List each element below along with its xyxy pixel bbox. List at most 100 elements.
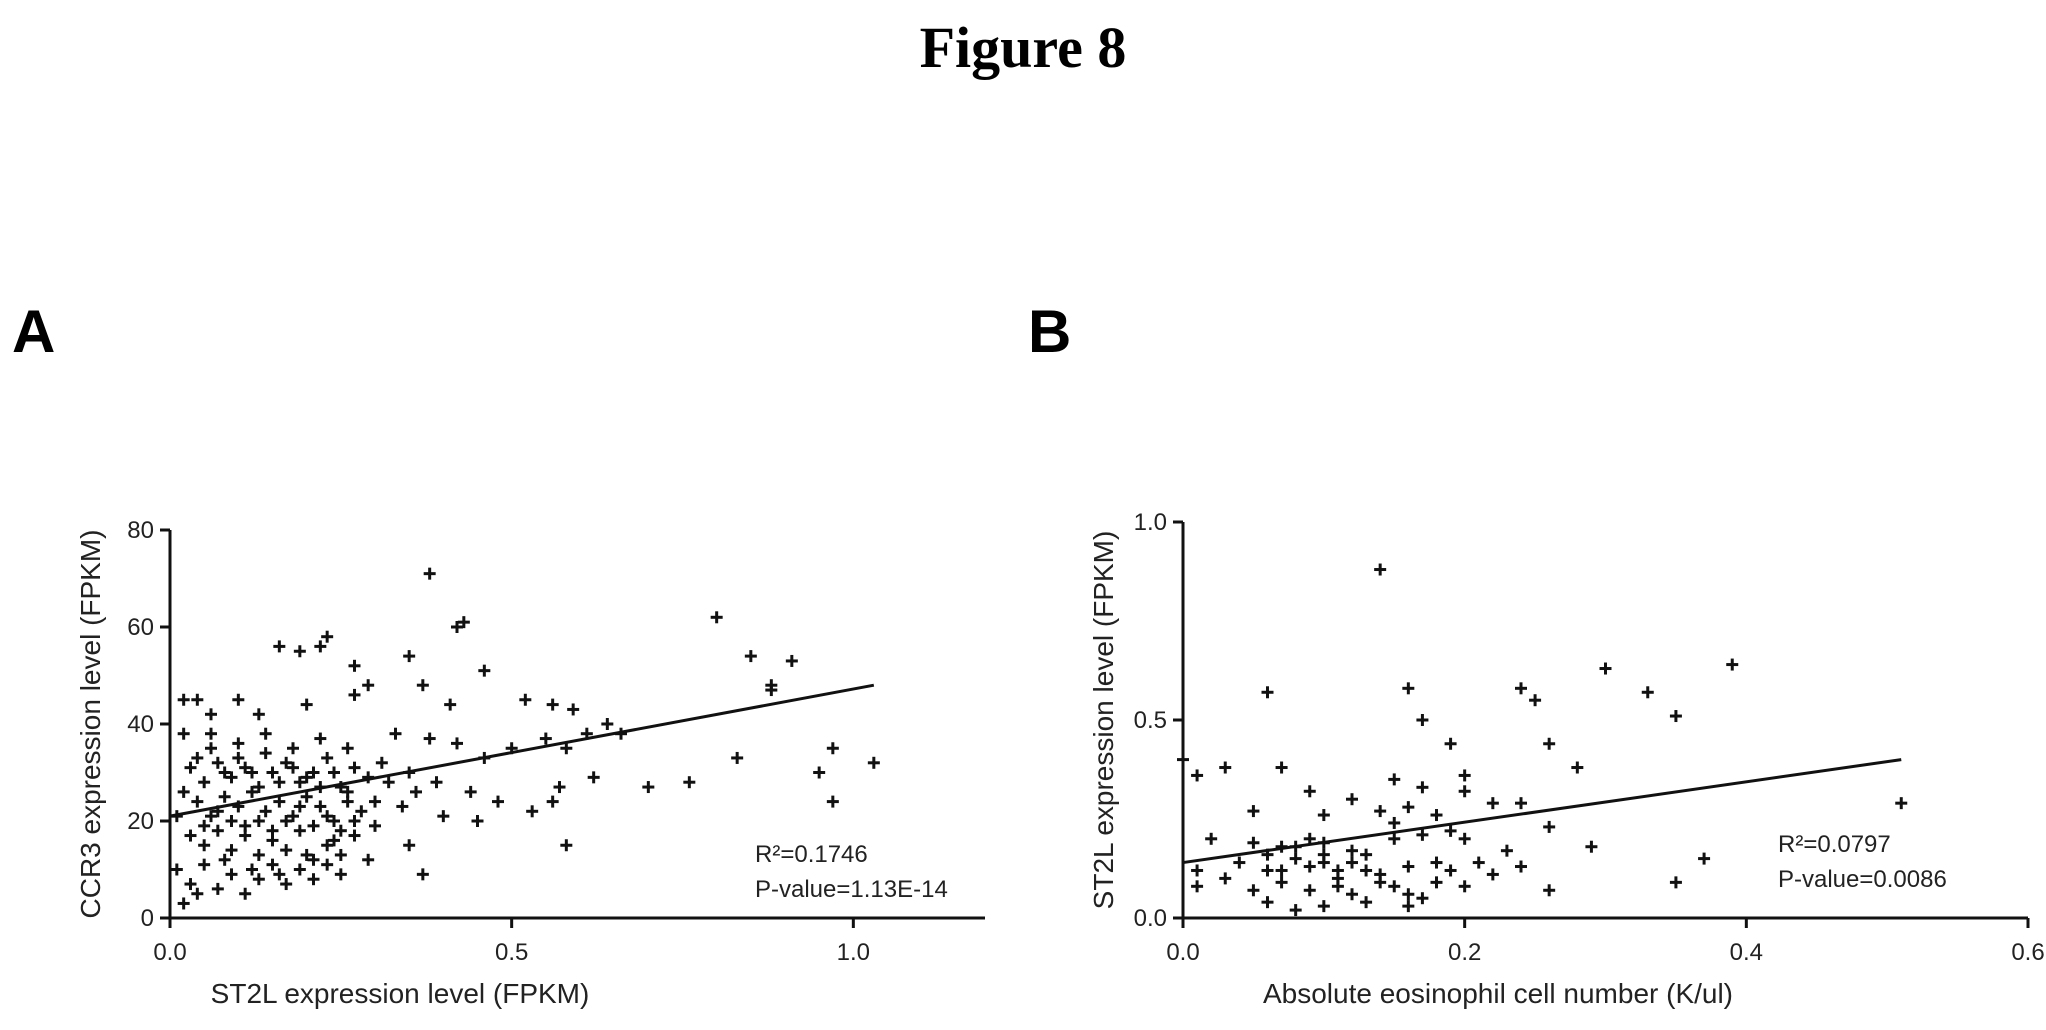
panel-b-data-point bbox=[1331, 880, 1344, 893]
panel-a-data-point bbox=[211, 824, 224, 837]
panel-b-data-point bbox=[1374, 805, 1387, 818]
panel-a-data-point bbox=[225, 771, 238, 784]
panel-b-data-point bbox=[1275, 840, 1288, 853]
panel-a-y-tick-label: 80 bbox=[127, 517, 154, 544]
panel-a-data-point bbox=[813, 766, 826, 779]
panel-a-data-point bbox=[334, 868, 347, 881]
panel-a-data-point bbox=[211, 882, 224, 895]
panel-b-regression-line bbox=[1182, 758, 1902, 865]
panel-b-data-point bbox=[1458, 880, 1471, 893]
panel-a-data-point bbox=[177, 785, 190, 798]
panel-a-data-point bbox=[239, 819, 252, 832]
panel-a-data-point bbox=[259, 805, 272, 818]
panel-a-data-point bbox=[266, 858, 279, 871]
panel-a-data-point bbox=[287, 810, 299, 823]
panel-b-x-tick-label: 0.2 bbox=[1448, 939, 1481, 966]
panel-a-data-point bbox=[601, 718, 614, 730]
panel-a-data-point bbox=[205, 742, 217, 755]
panel-a-data-point bbox=[293, 824, 306, 837]
panel-b-data-point bbox=[1515, 860, 1527, 873]
panel-a-data-point bbox=[252, 815, 265, 827]
panel-a-data-point bbox=[334, 781, 347, 794]
panel-b-data-point bbox=[1219, 872, 1232, 885]
panel-a-data-point bbox=[362, 853, 375, 866]
panel-a-data-point bbox=[615, 727, 627, 740]
panel-b-data-point bbox=[1191, 769, 1204, 782]
panel-a-data-point bbox=[307, 853, 320, 866]
panel-a-data-point bbox=[273, 795, 286, 808]
panel-b-x-tick-label: 0.0 bbox=[1166, 939, 1199, 966]
panel-b-data-point bbox=[1402, 801, 1415, 814]
panel-b-data-point bbox=[1388, 832, 1401, 845]
panel-a-data-point bbox=[321, 630, 334, 643]
panel-a-regression-line bbox=[169, 683, 875, 818]
panel-b-data-point bbox=[1515, 797, 1527, 810]
panel-b-p-value: P-value=0.0086 bbox=[1778, 866, 1947, 893]
panel-a-data-point bbox=[211, 805, 224, 818]
panel-a-data-point bbox=[710, 611, 723, 624]
panel-a-data-point bbox=[826, 742, 839, 755]
panel-a-data-point bbox=[553, 781, 566, 794]
panel-a-data-point bbox=[785, 654, 798, 667]
panel-a-data-point bbox=[225, 844, 238, 857]
panel-a-data-point bbox=[567, 703, 580, 716]
panel-b-data-point bbox=[1585, 840, 1598, 853]
panel-a-data-point bbox=[389, 727, 402, 740]
panel-b-data-point bbox=[1261, 848, 1274, 861]
panel-a-data-point bbox=[314, 732, 327, 745]
panel-a-data-point bbox=[307, 873, 320, 886]
panel-a-data-point bbox=[423, 567, 436, 580]
panel-a-data-point bbox=[218, 766, 231, 779]
panel-b-data-point bbox=[1275, 864, 1288, 877]
panel-b-data-point bbox=[1247, 805, 1260, 818]
panel-b-x-tick-label: 0.6 bbox=[2011, 939, 2044, 966]
panel-b-data-point bbox=[1402, 682, 1415, 695]
panel-b-r-squared: R²=0.0797 bbox=[1778, 831, 1891, 858]
panel-a-data-point bbox=[423, 732, 436, 745]
panel-a-r-squared: R²=0.1746 bbox=[755, 841, 868, 868]
panel-a-data-point bbox=[266, 824, 279, 837]
panel-b-data-point bbox=[1388, 880, 1401, 893]
panel-a-data-point bbox=[321, 839, 334, 852]
panel-b-y-tick-label: 0.5 bbox=[1134, 707, 1167, 734]
panel-a-data-point bbox=[177, 897, 190, 910]
panel-a-data-point bbox=[731, 751, 744, 764]
panel-b-data-point bbox=[1444, 737, 1457, 750]
panel-a-data-point bbox=[321, 858, 334, 871]
panel-b-data-point bbox=[1346, 888, 1358, 901]
panel-b-data-point bbox=[1289, 852, 1302, 865]
panel-b-data-point bbox=[1233, 856, 1246, 869]
panel-b-letter: B bbox=[1028, 298, 1071, 365]
panel-b-data-point bbox=[1346, 844, 1358, 857]
panel-a-data-point bbox=[307, 766, 320, 779]
panel-a-data-point bbox=[280, 878, 293, 891]
panel-a-data-point bbox=[560, 839, 573, 852]
panel-a-chart: A 0 20 40 60 80 0.0 0.5 1.0 CCR3 expression level… bbox=[12, 298, 985, 1009]
panel-a-data-point bbox=[348, 659, 361, 672]
panel-b-data-point bbox=[1458, 832, 1471, 845]
panel-b-data-point bbox=[1416, 781, 1429, 794]
panel-b-data-point bbox=[1374, 868, 1387, 881]
panel-a-data-point bbox=[293, 776, 306, 789]
panel-b-data-point bbox=[1261, 896, 1274, 909]
panel-a-data-point bbox=[191, 693, 204, 706]
panel-a-data-point bbox=[382, 776, 395, 789]
panel-b-data-point bbox=[1571, 761, 1584, 774]
panel-a-data-point bbox=[211, 756, 224, 769]
panel-a-data-point bbox=[403, 650, 416, 663]
panel-a-data-point bbox=[437, 810, 450, 823]
panel-b-data-point bbox=[1346, 793, 1358, 806]
panel-b-data-point bbox=[1360, 848, 1373, 861]
panel-a-data-point bbox=[348, 761, 361, 774]
panel-a-data-point bbox=[444, 698, 457, 711]
panel-b-data-point bbox=[1416, 892, 1429, 905]
panel-a-data-point bbox=[744, 650, 757, 663]
panel-a-data-point bbox=[328, 834, 340, 847]
panel-b-data-point bbox=[1346, 856, 1358, 869]
panel-a-y-tick-label: 40 bbox=[127, 711, 154, 738]
panel-b-data-point bbox=[1360, 896, 1373, 909]
panel-a-data-point bbox=[218, 790, 231, 803]
panel-a-data-point bbox=[239, 887, 252, 900]
panel-b-x-axis-label: Absolute eosinophil cell number (K/ul) bbox=[1263, 978, 1733, 1009]
panel-a-data-point bbox=[280, 815, 293, 827]
